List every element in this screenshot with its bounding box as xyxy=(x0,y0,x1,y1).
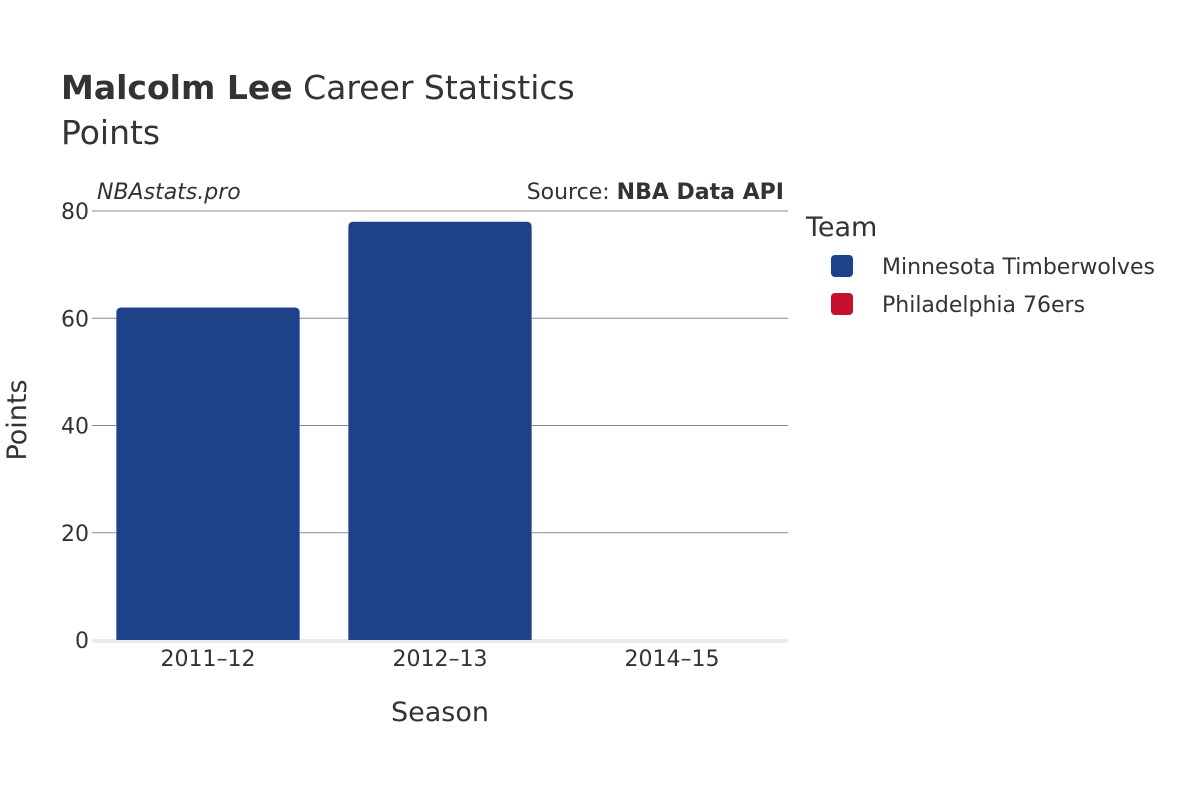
x-tick-label: 2011–12 xyxy=(161,647,256,672)
bar-minnesota-timberwolves-2012–13 xyxy=(348,221,532,640)
bars xyxy=(116,221,532,640)
y-tick-label: 80 xyxy=(61,200,89,225)
y-tick-label: 40 xyxy=(61,415,89,440)
legend-swatch xyxy=(831,293,853,315)
player-name: Malcolm Lee xyxy=(61,68,293,107)
x-tick-label: 2014–15 xyxy=(625,647,720,672)
legend: Team Minnesota Timberwolves Philadelphia … xyxy=(805,212,1155,318)
watermark: NBAstats.pro xyxy=(97,180,241,205)
legend-title: Team xyxy=(805,212,877,243)
y-tick-label: 0 xyxy=(75,629,89,654)
y-axis-title: Points xyxy=(2,379,33,460)
legend-label: Philadelphia 76ers xyxy=(882,293,1085,318)
x-tick-labels: 2011–12 2012–13 2014–15 xyxy=(161,647,720,672)
source-name: NBA Data API xyxy=(617,180,784,205)
chart-title: Malcolm Lee Career Statistics xyxy=(61,68,575,108)
x-axis-title: Season xyxy=(391,697,489,728)
legend-items: Minnesota Timberwolves Philadelphia 76ers xyxy=(831,255,1155,318)
y-tick-label: 20 xyxy=(61,522,89,547)
source-prefix: Source: xyxy=(527,180,617,205)
bar-minnesota-timberwolves-2011–12 xyxy=(116,307,300,640)
legend-label: Minnesota Timberwolves xyxy=(882,255,1155,280)
y-tick-label: 60 xyxy=(61,307,89,332)
title-suffix: Career Statistics xyxy=(292,68,575,107)
y-tick-labels: 0 20 40 60 80 xyxy=(61,200,89,654)
legend-swatch xyxy=(831,255,853,277)
source-credit: Source: NBA Data API xyxy=(527,180,784,205)
chart-subtitle: Points xyxy=(61,113,161,152)
x-tick-label: 2012–13 xyxy=(393,647,488,672)
